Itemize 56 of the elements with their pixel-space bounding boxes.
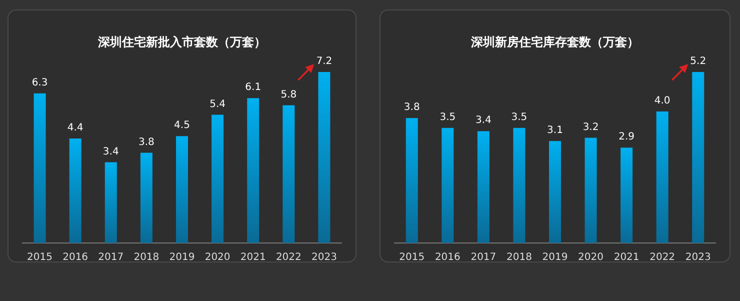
bar: [247, 98, 260, 243]
x-tick-label: 2017: [98, 252, 124, 263]
chart-title: 深圳新房住宅库存套数（万套）: [470, 35, 639, 49]
data-label: 4.4: [67, 122, 84, 134]
bar: [620, 148, 633, 243]
x-tick-label: 2016: [434, 252, 460, 263]
data-label: 4.0: [654, 95, 670, 106]
data-label: 3.4: [475, 115, 492, 126]
bar: [140, 152, 152, 243]
x-tick-label: 2015: [27, 252, 53, 263]
bar: [212, 114, 224, 243]
data-label: 3.4: [102, 146, 119, 158]
x-tick-label: 2018: [134, 252, 160, 263]
x-tick-label: 2023: [311, 252, 337, 263]
data-label: 5.4: [210, 98, 226, 110]
data-label: 3.8: [404, 102, 420, 114]
bar: [656, 111, 668, 243]
data-label: 6.3: [32, 77, 48, 88]
data-label: 6.1: [245, 82, 262, 94]
bar: [318, 72, 330, 243]
bar: [442, 128, 454, 243]
bar: [513, 128, 526, 243]
x-tick-label: 2021: [614, 252, 640, 263]
bar: [477, 131, 490, 243]
data-label: 5.8: [280, 89, 297, 100]
x-tick-label: 2023: [685, 252, 711, 263]
bar: [282, 105, 295, 243]
bar: [69, 138, 82, 243]
chart-title: 深圳住宅新批入市套数（万套）: [97, 35, 266, 49]
data-label: 3.8: [138, 136, 154, 148]
bar: [406, 118, 418, 243]
data-label: 3.5: [511, 112, 528, 123]
data-label: 4.5: [174, 120, 190, 132]
data-label: 3.2: [582, 122, 599, 133]
x-tick-label: 2021: [240, 252, 266, 263]
x-tick-label: 2019: [542, 252, 568, 263]
data-label: 7.2: [316, 56, 332, 67]
bar: [176, 136, 188, 243]
bar: [692, 72, 704, 243]
x-tick-label: 2020: [204, 252, 230, 263]
x-tick-label: 2019: [169, 252, 195, 263]
data-label: 3.5: [440, 112, 456, 123]
data-label: 3.1: [547, 125, 563, 136]
data-label: 5.2: [690, 56, 706, 67]
x-tick-label: 2016: [62, 252, 88, 263]
bar: [34, 93, 46, 243]
bar: [549, 141, 561, 243]
bar: [104, 162, 117, 243]
x-tick-label: 2017: [470, 252, 496, 263]
x-tick-label: 2015: [399, 252, 425, 263]
x-tick-label: 2018: [506, 252, 532, 263]
x-tick-label: 2022: [650, 252, 676, 263]
bar: [584, 138, 597, 243]
data-label: 2.9: [618, 132, 635, 143]
x-tick-label: 2020: [578, 252, 604, 263]
x-tick-label: 2022: [276, 252, 302, 263]
